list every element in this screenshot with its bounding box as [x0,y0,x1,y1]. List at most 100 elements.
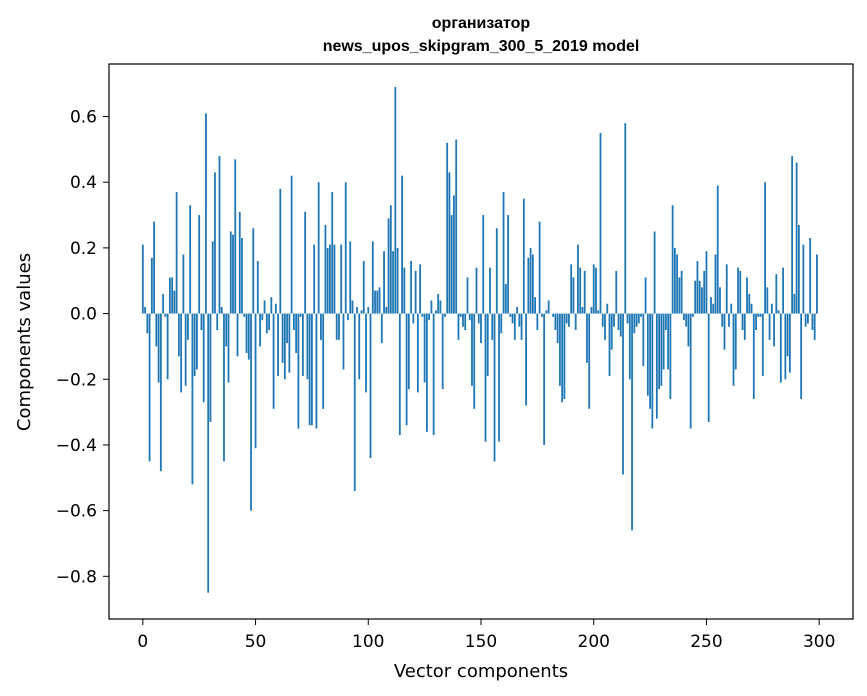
bar-192 [574,313,577,331]
bar-59 [274,303,277,314]
bar-65 [288,313,291,373]
bar-273 [757,313,760,317]
bar-125 [423,313,426,383]
bar-119 [410,261,413,314]
bar-10 [164,313,167,317]
bar-285 [784,313,787,380]
x-axis-ticks: 0 50 100 150 200 250 300 [137,619,835,652]
bar-131 [437,293,440,314]
x-tick-label: 100 [352,632,384,652]
bar-287 [788,313,791,373]
bar-242 [687,313,690,347]
bar-147 [473,313,476,409]
bar-53 [261,313,264,321]
bar-269 [748,293,751,314]
bar-248 [701,287,703,314]
bar-289 [793,293,796,314]
bar-282 [777,310,780,314]
bar-102 [371,241,374,314]
bar-243 [689,313,692,429]
bar-92 [349,241,352,314]
bar-278 [768,313,771,340]
bar-154 [489,267,491,314]
bar-155 [491,313,494,340]
bar-178 [543,313,546,445]
bar-58 [272,313,275,409]
bar-61 [279,188,282,314]
y-tick-label: 0.2 [70,239,97,259]
bar-194 [579,267,582,314]
bar-54 [263,300,266,314]
x-tick-label: 150 [465,632,497,652]
y-tick-label: −0.6 [56,502,97,522]
bar-217 [631,313,633,531]
bar-203 [599,132,602,314]
bar-240 [683,313,685,321]
bar-57 [270,297,273,314]
bar-169 [522,198,525,314]
y-tick-label: −0.8 [56,567,97,587]
x-tick-label: 200 [578,632,610,652]
bar-19 [184,313,187,386]
bar-70 [299,313,302,317]
bar-149 [477,313,480,324]
bar-37 [225,313,228,347]
bar-66 [290,175,293,314]
y-tick-label: 0.0 [70,305,97,325]
bar-296 [809,238,812,314]
bar-184 [556,313,559,344]
bar-68 [295,313,298,353]
bar-2 [146,313,149,334]
bar-62 [281,313,284,363]
bar-142 [462,313,464,327]
x-tick-label: 0 [137,632,148,652]
bar-107 [383,251,385,314]
y-axis-ticks: 0.6 0.4 0.2 0.0 −0.2 −0.4 −0.6 −0.8 [56,108,109,587]
bar-43 [238,211,241,314]
bar-261 [730,303,733,314]
bar-69 [297,313,300,429]
bar-209 [613,313,615,327]
bar-86 [335,313,338,340]
bar-295 [807,313,809,324]
x-tick-label: 250 [690,632,722,652]
bar-299 [816,254,818,314]
bar-259 [725,264,728,314]
bar-103 [374,290,376,314]
bar-139 [455,139,458,314]
bar-247 [698,280,701,314]
bar-84 [331,192,334,314]
bar-51 [256,261,259,314]
bar-262 [732,313,735,386]
bar-67 [292,313,295,331]
bar-284 [782,267,785,314]
bar-3 [148,313,151,462]
bar-267 [743,313,746,340]
bar-163 [509,313,512,317]
bar-13 [171,277,174,314]
bar-264 [737,267,739,314]
bar-64 [286,313,289,344]
bar-156 [493,313,496,462]
bar-108 [385,307,388,314]
bar-15 [175,192,178,314]
bar-series [141,86,818,593]
bar-260 [728,313,730,327]
bar-12 [168,277,171,314]
bar-112 [394,86,397,314]
bar-98 [362,261,365,314]
bar-220 [637,313,640,324]
bar-180 [547,300,550,314]
bar-293 [802,244,805,314]
bar-187 [563,313,566,399]
bar-8 [159,313,162,472]
bar-85 [333,244,336,314]
bar-24 [196,313,198,370]
bar-109 [387,218,390,314]
bar-116 [403,267,406,314]
bar-7 [157,313,160,383]
bar-202 [597,310,600,314]
bar-253 [712,303,715,314]
bar-198 [588,313,591,409]
